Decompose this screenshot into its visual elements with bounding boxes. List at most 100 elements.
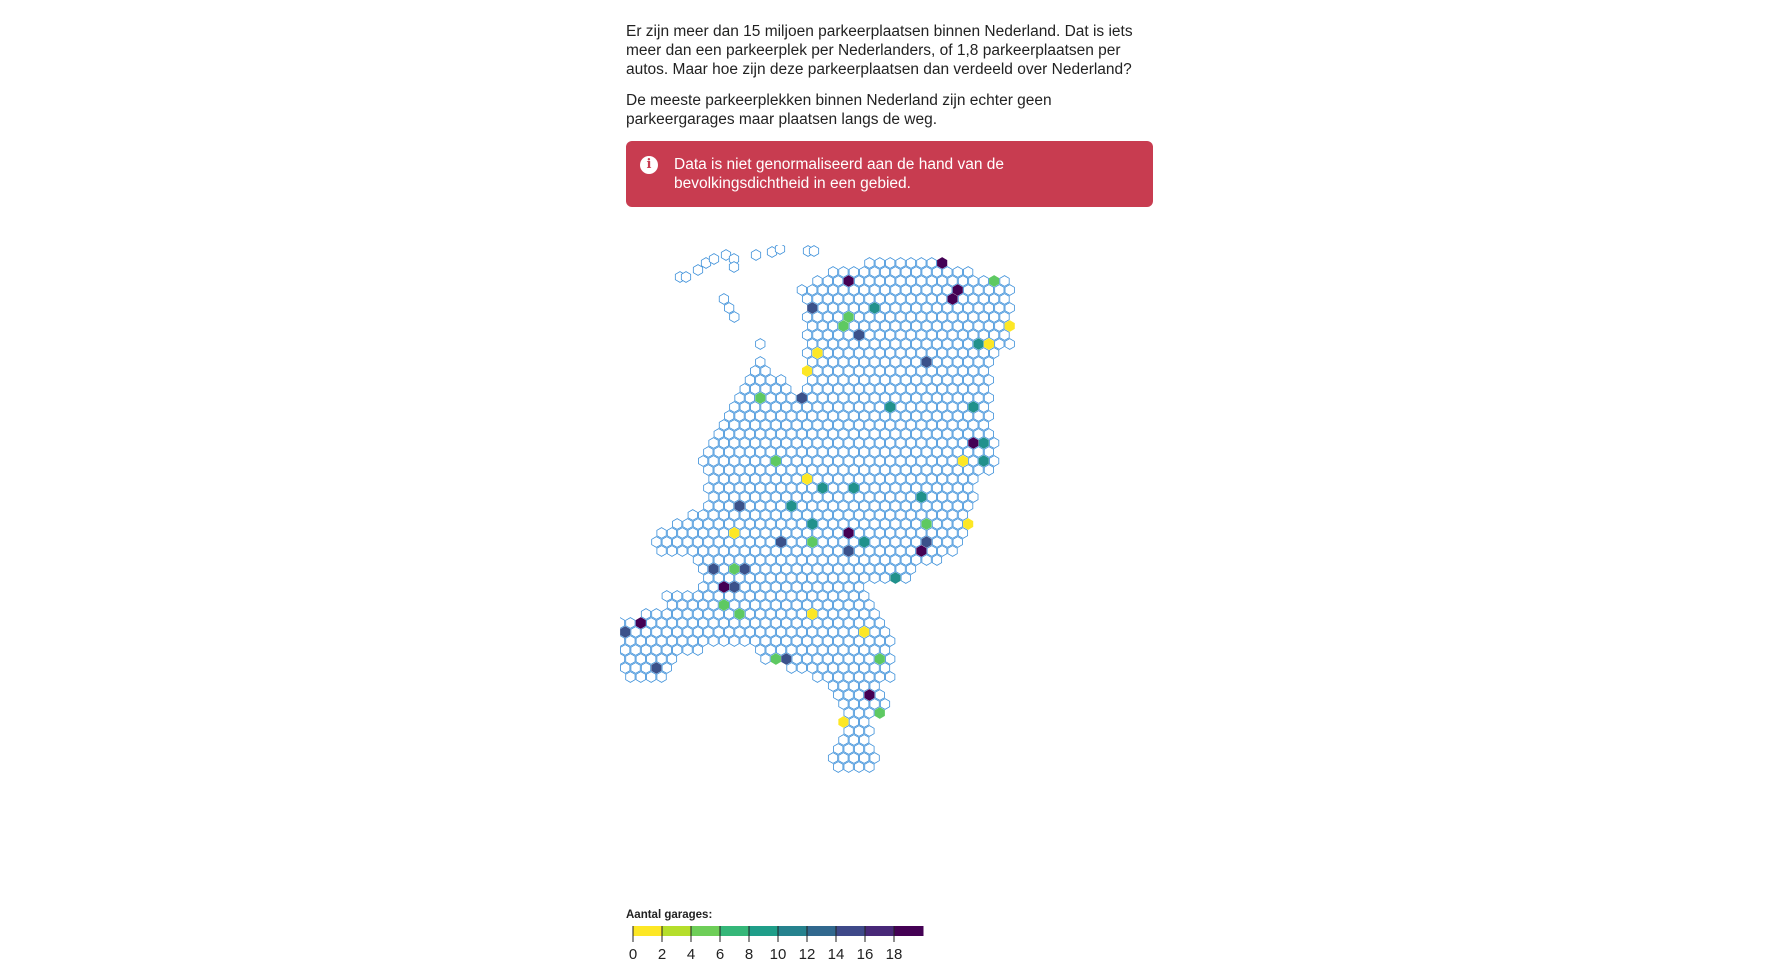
hex-cell (879, 482, 891, 494)
hex-cell (817, 590, 828, 602)
hex-cell (770, 419, 781, 431)
hex-cell (625, 671, 636, 683)
hex-cell-filled (807, 536, 818, 548)
hex-cell (864, 401, 875, 413)
legend-color-step (778, 926, 808, 936)
hex-cell (724, 410, 735, 422)
hex-cell (827, 374, 839, 386)
hex-cell (760, 653, 771, 665)
hex-cell (781, 473, 792, 485)
hex-cell (885, 311, 896, 323)
hex-cell (718, 527, 729, 539)
hex-cell (848, 752, 859, 764)
hex-cell (796, 500, 807, 512)
hex-cell (724, 536, 735, 548)
hex-cell (911, 554, 922, 566)
hex-cell (843, 455, 854, 467)
hex-cell (807, 284, 818, 296)
hex-cell (859, 590, 870, 602)
hex-cell (885, 563, 896, 575)
hex-cell (942, 536, 953, 548)
hex-cell (864, 599, 875, 611)
hex-cell (890, 392, 901, 404)
hex-cell (692, 590, 704, 602)
hex-cell (942, 374, 953, 386)
hex-cell (833, 311, 844, 323)
hex-cell (744, 464, 755, 476)
hex-cell (817, 662, 828, 674)
hex-cell (864, 347, 875, 359)
hex-cell (801, 491, 813, 503)
hex-cell (827, 518, 839, 530)
hex-cell (963, 266, 974, 278)
hex-cell (713, 518, 724, 530)
hex-cell (895, 563, 906, 575)
hex-cell (879, 374, 891, 386)
hex-cell (926, 329, 937, 341)
legend-color-step (691, 926, 721, 936)
hex-cell (895, 293, 906, 305)
hex-cell (817, 410, 828, 422)
hex-cell (796, 518, 807, 530)
hex-cell (729, 401, 740, 413)
hex-cell (957, 509, 969, 521)
hex-cell (957, 311, 969, 323)
hex-cell (755, 518, 766, 530)
hex-cell (796, 662, 807, 674)
hex-cell (729, 455, 740, 467)
hex-cell (978, 401, 989, 413)
hex-cell (942, 518, 953, 530)
hex-cell (864, 311, 875, 323)
hex-cell (770, 527, 781, 539)
hex-cell (900, 374, 911, 386)
hex-cell (833, 635, 844, 647)
hex-grid (620, 245, 1015, 773)
hex-cell (853, 599, 865, 611)
hex-cell (957, 419, 969, 431)
hex-cell (895, 419, 906, 431)
hex-cell (807, 446, 818, 458)
hex-cell (698, 563, 709, 575)
hex-cell (833, 419, 844, 431)
hex-cell (848, 716, 859, 728)
hex-cell (786, 554, 797, 566)
hex-cell (776, 626, 787, 638)
hex-cell (848, 662, 859, 674)
hex-cell (812, 545, 823, 557)
hex-cell (646, 635, 657, 647)
hex-cell (874, 671, 885, 683)
hex-cell (822, 473, 833, 485)
hex-cell (734, 428, 745, 440)
hex-cell (630, 626, 641, 638)
hex-cell (864, 257, 875, 269)
hex-cell (692, 626, 704, 638)
hex-cell (781, 383, 792, 395)
hex-cell (827, 428, 839, 440)
hex-cell (734, 392, 745, 404)
hex-cell (822, 383, 833, 395)
hex-cell (968, 275, 979, 287)
hex-cell-filled (807, 608, 818, 620)
hex-cell (931, 392, 943, 404)
hex-cell (942, 446, 953, 458)
hex-cell (859, 482, 870, 494)
hex-cell (859, 392, 870, 404)
hex-cell (926, 275, 937, 287)
hex-cell (874, 527, 885, 539)
hex-cell (916, 383, 927, 395)
hex-cell (822, 455, 833, 467)
hex-cell (838, 338, 849, 350)
hex-cell (812, 275, 823, 287)
hex-cell (791, 563, 802, 575)
hex-cell (848, 320, 859, 332)
hex-cell (848, 428, 859, 440)
hex-cell (874, 491, 885, 503)
hex-cell (968, 365, 979, 377)
hex-cell (926, 365, 937, 377)
hex-cell (848, 446, 859, 458)
hex-cell-filled (874, 653, 885, 665)
hex-cell (869, 698, 880, 710)
hex-cell (843, 473, 854, 485)
hex-cell (843, 347, 854, 359)
hex-cell (869, 446, 880, 458)
